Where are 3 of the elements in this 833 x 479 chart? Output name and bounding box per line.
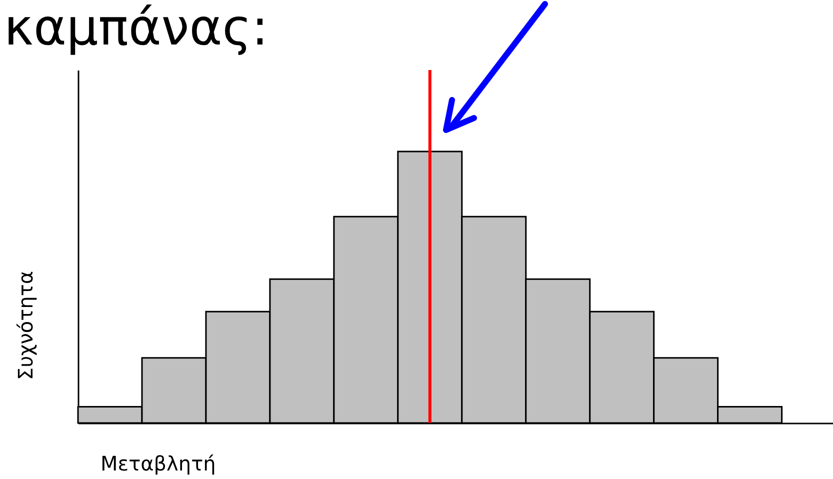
x-axis-title: Μεταβλητή <box>100 452 216 476</box>
y-axis-title: Συχνότητα <box>14 270 38 380</box>
chart-title: καμπάνας: <box>4 0 268 56</box>
